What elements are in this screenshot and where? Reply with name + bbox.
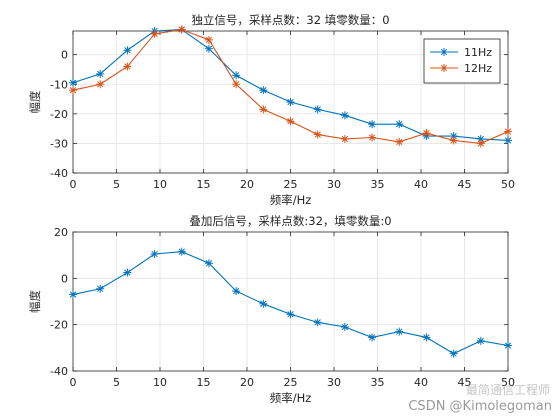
- x-tick-label: 0: [70, 376, 77, 389]
- data-point: [422, 129, 431, 138]
- data-point: [150, 29, 159, 38]
- data-point: [395, 137, 404, 146]
- data-point: [177, 247, 186, 256]
- data-point: [232, 80, 241, 89]
- x-tick-label: 10: [153, 376, 167, 389]
- x-tick-label: 25: [284, 376, 298, 389]
- data-point: [504, 136, 512, 145]
- x-tick-label: 20: [240, 376, 254, 389]
- x-tick-label: 5: [113, 376, 120, 389]
- data-point: [204, 35, 213, 44]
- data-point: [286, 310, 295, 319]
- legend-entry: 12Hz: [464, 62, 492, 75]
- y-tick-label: 0: [61, 49, 68, 62]
- chart-panel-2: 0 5 10 15 20 25 30 35 40 45 50 -40 -20 0 20 叠加后信号，采样点数:…: [28, 214, 515, 405]
- data-point: [259, 105, 268, 114]
- x-axis-label: 频率/Hz: [270, 391, 312, 405]
- data-point: [177, 25, 186, 34]
- watermark-overlay-text: 最简通信工程师: [465, 383, 550, 397]
- x-tick-label: 15: [197, 178, 211, 191]
- x-tick-label: 50: [501, 178, 515, 191]
- y-tick-label: 20: [54, 226, 68, 239]
- x-tick-label: 20: [240, 178, 254, 191]
- data-point: [286, 117, 295, 126]
- data-point: [476, 336, 485, 345]
- data-point: [259, 299, 268, 308]
- x-tick-label: 10: [153, 178, 167, 191]
- x-tick-label: 50: [501, 376, 515, 389]
- y-tick-label: -20: [50, 319, 68, 332]
- y-tick-label: -30: [50, 137, 68, 150]
- y-tick-label: 0: [61, 272, 68, 285]
- data-point: [340, 111, 349, 120]
- data-point: [96, 69, 105, 78]
- data-point: [96, 80, 105, 89]
- data-point: [123, 62, 132, 71]
- y-tick-label: -40: [50, 365, 68, 378]
- data-point: [395, 120, 404, 129]
- chart-panel-1: 0 5 10 15 20 25 30 35 40 45 50 -40 -30 -20 -10 0 独立信号，采样…: [28, 13, 515, 207]
- data-point: [259, 86, 268, 95]
- data-point: [96, 284, 105, 293]
- chart-title: 独立信号，采样点数：32 填零数量：0: [191, 13, 389, 27]
- data-point: [69, 78, 77, 87]
- data-point: [368, 120, 377, 129]
- x-tick-label: 35: [371, 178, 385, 191]
- y-tick-label: -40: [50, 167, 68, 180]
- data-point: [150, 250, 159, 259]
- x-tick-label: 30: [327, 376, 341, 389]
- legend-entry: 11Hz: [464, 46, 492, 59]
- legend: 11Hz 12Hz: [423, 38, 501, 84]
- chart-title: 叠加后信号，采样点数:32，填零数量:0: [189, 214, 391, 228]
- data-point: [504, 341, 512, 350]
- x-tick-label: 35: [371, 376, 385, 389]
- data-point: [340, 134, 349, 143]
- x-axis-label: 频率/Hz: [270, 193, 312, 207]
- data-point: [313, 105, 322, 114]
- data-point: [232, 287, 241, 296]
- watermark-text: CSDN @Kimolegoman: [408, 399, 552, 414]
- data-point: [313, 130, 322, 139]
- legend-marker: [440, 64, 448, 72]
- legend-box: [423, 38, 501, 84]
- y-tick-label: -10: [50, 78, 68, 91]
- legend-marker: [440, 48, 448, 56]
- x-tick-label: 45: [458, 178, 472, 191]
- x-tick-label: 0: [70, 178, 77, 191]
- data-point: [313, 318, 322, 327]
- x-tick-label: 25: [284, 178, 298, 191]
- data-point: [449, 349, 458, 358]
- data-point: [340, 322, 349, 331]
- x-tick-label: 15: [197, 376, 211, 389]
- data-point: [422, 333, 431, 342]
- x-tick-label: 30: [327, 178, 341, 191]
- y-tick-label: -20: [50, 108, 68, 121]
- data-point: [504, 127, 512, 136]
- data-point: [69, 86, 77, 95]
- y-axis-label: 幅度: [28, 290, 42, 313]
- data-point: [204, 44, 213, 53]
- data-point: [123, 46, 132, 55]
- x-tick-label: 40: [414, 178, 428, 191]
- x-tick-label: 45: [458, 376, 472, 389]
- data-point: [204, 259, 213, 268]
- data-point: [368, 133, 377, 142]
- data-point: [476, 139, 485, 148]
- x-tick-label: 5: [113, 178, 120, 191]
- data-point: [123, 268, 132, 277]
- y-axis-label: 幅度: [28, 90, 42, 113]
- data-point: [286, 98, 295, 106]
- data-point: [69, 290, 77, 299]
- data-point: [368, 333, 377, 342]
- x-tick-label: 40: [414, 376, 428, 389]
- data-point: [232, 71, 241, 80]
- data-point: [449, 136, 458, 145]
- data-point: [395, 327, 404, 336]
